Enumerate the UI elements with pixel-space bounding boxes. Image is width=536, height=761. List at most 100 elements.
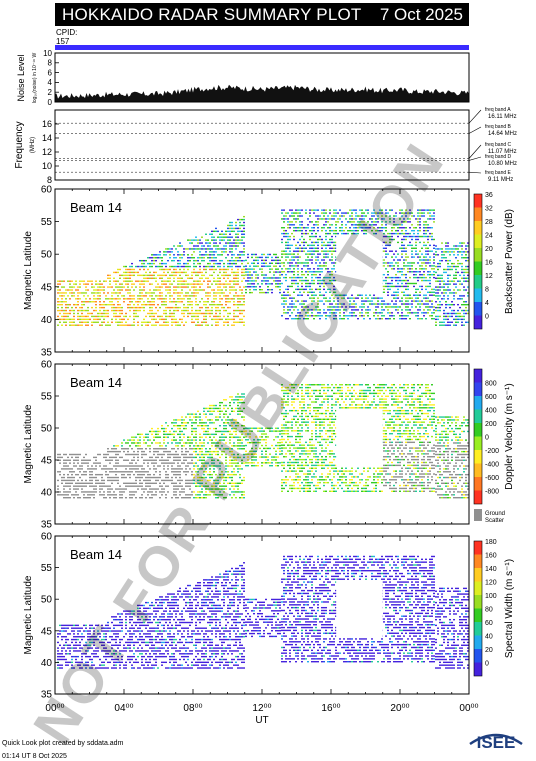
data-cell <box>197 476 199 479</box>
data-cell <box>231 271 233 274</box>
data-cell <box>119 315 121 318</box>
data-cell <box>241 242 243 244</box>
data-cell <box>179 439 181 441</box>
data-cell <box>133 436 135 438</box>
data-cell <box>431 273 433 276</box>
data-cell <box>167 324 169 326</box>
data-cell <box>177 453 179 456</box>
data-cell <box>265 265 267 267</box>
data-cell <box>305 227 307 229</box>
data-cell <box>105 465 107 467</box>
data-cell <box>199 453 201 456</box>
data-cell <box>355 229 357 232</box>
data-cell <box>187 303 189 306</box>
data-cell <box>323 227 325 229</box>
data-cell <box>283 250 285 252</box>
data-cell <box>193 436 195 438</box>
data-cell <box>327 282 329 285</box>
data-cell <box>75 494 77 496</box>
data-cell <box>325 218 327 220</box>
data-cell <box>79 321 81 323</box>
data-cell <box>351 312 353 314</box>
data-cell <box>215 230 217 233</box>
data-cell <box>201 436 203 438</box>
data-cell <box>175 324 177 326</box>
data-cell <box>175 453 177 456</box>
data-cell <box>213 271 215 274</box>
data-cell <box>207 410 209 412</box>
data-cell <box>401 247 403 249</box>
data-cell <box>293 297 295 299</box>
data-cell <box>93 462 95 464</box>
data-cell <box>147 485 149 487</box>
data-cell <box>147 491 149 493</box>
data-cell <box>199 248 201 250</box>
data-cell <box>409 318 411 320</box>
data-cell <box>95 280 97 282</box>
data-cell <box>447 283 449 285</box>
data-cell <box>317 268 319 270</box>
data-cell <box>209 491 211 493</box>
data-cell <box>235 292 237 294</box>
data-cell <box>171 259 173 262</box>
data-cell <box>197 465 199 467</box>
data-cell <box>357 227 359 229</box>
data-cell <box>153 289 155 291</box>
data-cell <box>359 315 361 317</box>
data-cell <box>81 306 83 309</box>
data-cell <box>155 488 157 490</box>
data-cell <box>89 298 91 300</box>
data-cell <box>401 212 403 214</box>
data-cell <box>445 303 447 306</box>
data-cell <box>247 280 249 282</box>
data-cell <box>155 254 157 256</box>
data-cell <box>199 251 201 253</box>
colorbar-tick-label: 32 <box>485 206 493 213</box>
data-cell <box>91 482 93 484</box>
data-cell <box>333 318 335 320</box>
data-cell <box>317 221 319 223</box>
data-cell <box>183 433 185 436</box>
data-cell <box>81 459 83 461</box>
data-cell <box>91 292 93 294</box>
data-cell <box>445 301 447 303</box>
data-cell <box>175 476 177 479</box>
data-cell <box>207 301 209 303</box>
data-cell <box>113 456 115 459</box>
data-cell <box>403 250 405 252</box>
data-cell <box>177 283 179 285</box>
data-cell <box>167 289 169 291</box>
data-cell <box>433 253 435 255</box>
data-cell <box>201 453 203 456</box>
data-cell <box>407 303 409 305</box>
data-cell <box>143 295 145 297</box>
velocity-data-cells <box>57 384 469 499</box>
data-cell <box>203 280 205 282</box>
data-cell <box>261 288 263 291</box>
data-cell <box>409 232 411 235</box>
data-cell <box>163 268 165 271</box>
data-cell <box>127 303 129 306</box>
colorbar-segment <box>474 315 482 329</box>
data-cell <box>73 476 75 479</box>
data-cell <box>125 497 127 499</box>
data-cell <box>413 227 415 229</box>
data-cell <box>115 459 117 461</box>
data-cell <box>61 456 63 459</box>
data-cell <box>131 468 133 470</box>
data-cell <box>161 445 163 447</box>
data-cell <box>145 448 147 450</box>
data-cell <box>123 298 125 300</box>
data-cell <box>263 259 265 262</box>
data-cell <box>267 283 269 285</box>
data-cell <box>329 218 331 220</box>
data-cell <box>205 265 207 268</box>
data-cell <box>429 250 431 252</box>
data-cell <box>71 476 73 479</box>
data-cell <box>175 309 177 312</box>
data-cell <box>467 286 469 288</box>
data-cell <box>129 494 131 496</box>
data-cell <box>139 268 141 271</box>
data-cell <box>437 262 439 265</box>
data-cell <box>181 301 183 303</box>
